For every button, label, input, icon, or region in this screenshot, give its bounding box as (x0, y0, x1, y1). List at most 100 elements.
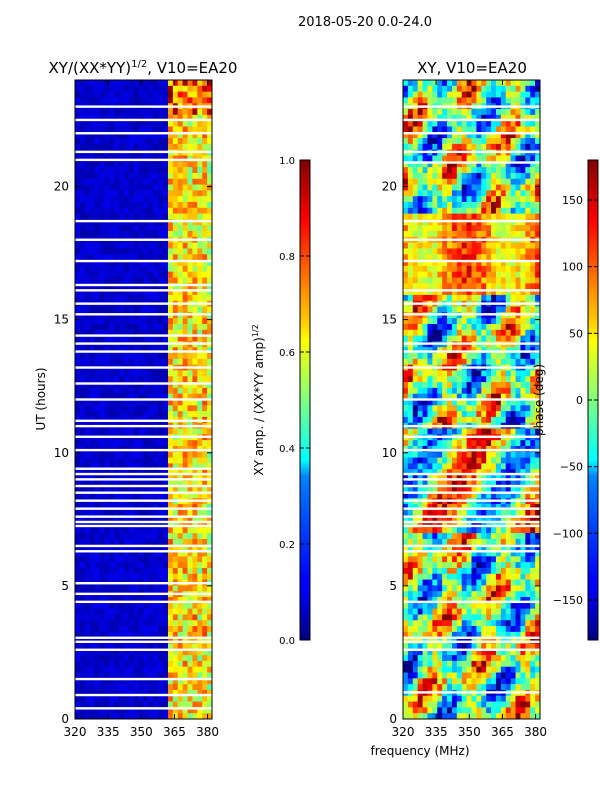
heatmap-cell (172, 196, 179, 203)
heatmap-cell (491, 260, 497, 267)
heatmap-cell (207, 265, 212, 273)
heatmap-cell (109, 190, 115, 197)
heatmap-cell (172, 294, 179, 302)
heatmap-cell (451, 184, 458, 191)
heatmap-cell (510, 387, 516, 395)
heatmap-cell (138, 382, 144, 389)
heatmap-cell (466, 109, 472, 116)
heatmap-cell (471, 196, 477, 203)
heatmap-cell (451, 335, 458, 342)
heatmap-cell (466, 219, 472, 226)
heatmap-cell (481, 323, 487, 331)
heatmap-cell (422, 294, 428, 302)
heatmap-cell (75, 323, 81, 331)
heatmap-cell (530, 382, 536, 389)
heatmap-cell (407, 329, 414, 336)
heatmap-cell (172, 80, 179, 87)
heatmap-cell (128, 399, 135, 406)
heatmap-cell (177, 213, 184, 220)
heatmap-cell (437, 155, 443, 162)
heatmap-cell (500, 184, 507, 191)
heatmap-cell (109, 457, 115, 464)
heatmap-cell (187, 521, 193, 528)
heatmap-cell (182, 411, 188, 418)
heatmap-cell (119, 97, 125, 104)
heatmap-cell (143, 684, 149, 691)
heatmap-cell (432, 80, 438, 87)
heatmap-cell (123, 167, 130, 174)
heatmap-cell (148, 80, 154, 87)
heatmap-cell (143, 707, 149, 714)
heatmap-cell (515, 335, 521, 342)
heatmap-cell (109, 109, 115, 116)
heatmap-cell (138, 684, 144, 691)
heatmap-cell (466, 370, 472, 377)
heatmap-cell (133, 201, 139, 209)
heatmap-cell (79, 428, 86, 435)
heatmap-cell (143, 614, 149, 621)
heatmap-cell (412, 114, 419, 122)
heatmap-cell (153, 382, 159, 389)
heatmap-cell (422, 213, 428, 220)
heatmap-cell (476, 329, 482, 336)
heatmap-cell (143, 213, 149, 220)
heatmap-cell (447, 271, 453, 278)
heatmap-cell (427, 132, 433, 139)
heatmap-cell (109, 655, 115, 662)
heatmap-cell (153, 289, 159, 296)
heatmap-cell (422, 405, 428, 412)
heatmap-cell (207, 562, 212, 569)
heatmap-cell (197, 207, 203, 215)
heatmap-cell (437, 201, 443, 209)
heatmap-cell (138, 353, 144, 360)
heatmap-cell (143, 126, 149, 133)
heatmap-cell (471, 265, 477, 273)
heatmap-cell (407, 231, 414, 238)
heatmap-cell (163, 225, 169, 232)
heatmap-cell (89, 509, 95, 517)
heatmap-cell (417, 143, 423, 151)
heatmap-cell (437, 277, 443, 284)
heatmap-cell (133, 655, 139, 662)
heatmap-cell (500, 242, 507, 249)
heatmap-cell (442, 451, 448, 458)
heatmap-cell (207, 143, 212, 151)
heatmap-cell (192, 643, 198, 650)
heatmap-cell (109, 184, 115, 191)
heatmap-cell (530, 318, 536, 325)
heatmap-cell (163, 492, 169, 499)
heatmap-cell (510, 370, 516, 377)
heatmap-cell (167, 544, 174, 551)
flagged-row (75, 484, 212, 488)
heatmap-cell (167, 678, 174, 685)
heatmap-cell (133, 376, 139, 383)
heatmap-cell (104, 585, 110, 592)
heatmap-cell (403, 416, 409, 424)
heatmap-cell (481, 306, 487, 313)
heatmap-cell (207, 550, 212, 557)
heatmap-cell (109, 335, 115, 342)
heatmap-cell (427, 387, 433, 395)
heatmap-cell (163, 335, 169, 342)
heatmap-cell (471, 283, 477, 290)
heatmap-cell (202, 225, 208, 232)
heatmap-cell (167, 271, 174, 278)
heatmap-cell (417, 242, 423, 249)
heatmap-cell (505, 225, 512, 232)
heatmap-cell (75, 672, 81, 679)
heatmap-cell (417, 347, 423, 354)
heatmap-cell (123, 294, 130, 302)
heatmap-cell (177, 684, 184, 691)
heatmap-cell (182, 353, 188, 360)
heatmap-cell (182, 80, 188, 87)
heatmap-cell (133, 463, 139, 470)
heatmap-cell (123, 515, 130, 522)
heatmap-cell (486, 143, 492, 151)
heatmap-cell (437, 271, 443, 278)
heatmap-cell (109, 672, 115, 679)
heatmap-cell (495, 358, 502, 366)
heatmap-cell (128, 201, 135, 209)
heatmap-cell (187, 405, 193, 412)
heatmap-cell (128, 527, 135, 534)
heatmap-cell (158, 242, 164, 249)
